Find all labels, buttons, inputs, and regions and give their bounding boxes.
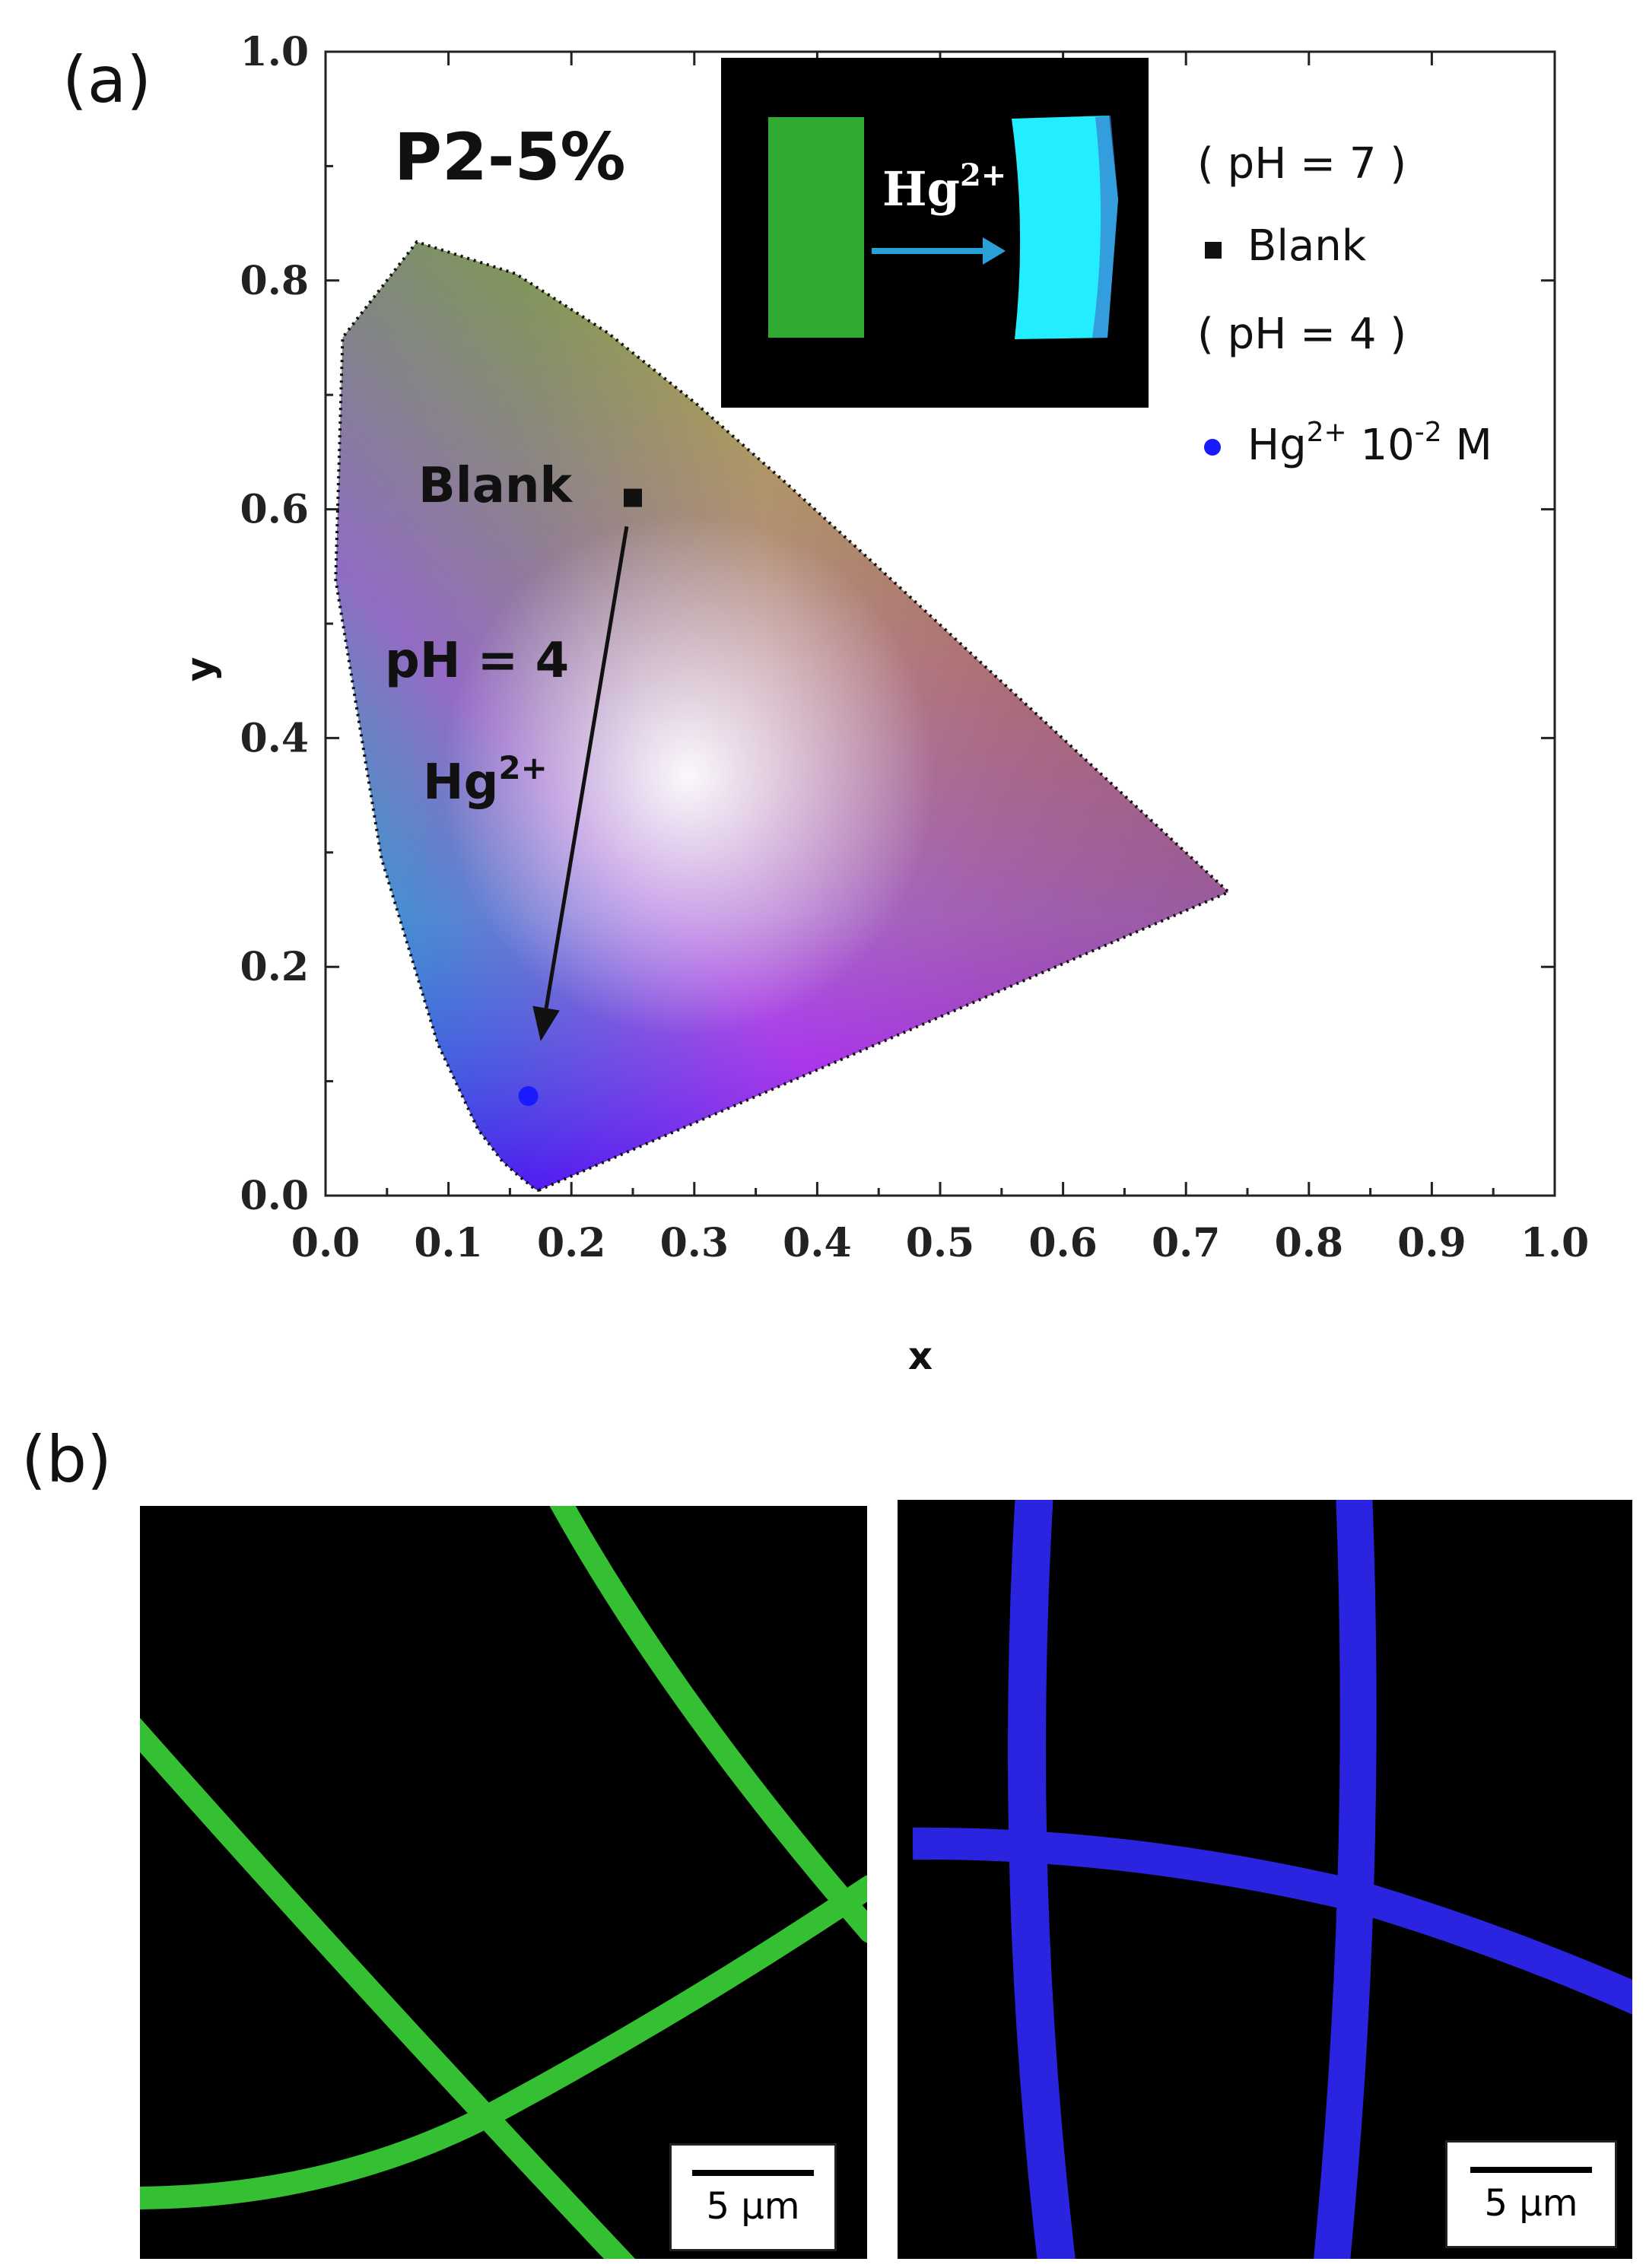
legend: ( pH = 7 ) Blank ( pH = 4 ) Hg2+ 10-2 M xyxy=(1197,139,1492,470)
trend-arrowhead xyxy=(532,1005,560,1041)
inset-after-sample xyxy=(1012,116,1118,339)
annotation-hg-base: Hg xyxy=(423,754,498,811)
inset-arrowhead xyxy=(983,237,1006,265)
annotation-blank: Blank xyxy=(418,458,573,514)
x-tick-label: 0.8 xyxy=(1275,1220,1343,1266)
data-point-square xyxy=(624,488,642,507)
micrograph-blue: 5 μm xyxy=(898,1500,1632,2259)
legend-hg: Hg2+ 10-2 M xyxy=(1247,417,1492,470)
inset-before-sample xyxy=(768,117,864,338)
scale-bar-blue: 5 μm xyxy=(1445,2140,1617,2248)
y-tick-label: 0.2 xyxy=(240,944,309,990)
scale-bar-label: 5 μm xyxy=(706,2185,800,2228)
x-axis-label: x xyxy=(908,1334,933,1378)
legend-hg-tail: M xyxy=(1442,421,1492,470)
x-tick-label: 0.4 xyxy=(783,1220,851,1266)
y-tick-label: 1.0 xyxy=(240,29,309,75)
inset-label-sup: 2+ xyxy=(960,157,1006,193)
legend-hg-sup1: 2+ xyxy=(1307,417,1347,448)
y-tick-label: 0.6 xyxy=(240,487,309,533)
inset-label: Hg2+ xyxy=(882,157,1006,217)
annotation-ph: pH = 4 xyxy=(385,633,569,689)
scale-bar-label: 5 μm xyxy=(1484,2182,1578,2225)
spectral-locus xyxy=(334,240,1231,1192)
x-tick-label: 1.0 xyxy=(1520,1220,1589,1266)
annotation-hg-sup: 2+ xyxy=(498,749,547,786)
legend-ph4: ( pH = 4 ) xyxy=(1197,310,1406,359)
legend-hg-marker xyxy=(1204,439,1221,456)
y-tick-label: 0.4 xyxy=(240,715,309,761)
panel-label-b: (b) xyxy=(21,1422,112,1497)
axis-ticks: 0.0 0.1 0.2 0.3 0.4 0.5 0.6 0.7 0.8 0.9 1.0 0.0 0.2 0… xyxy=(240,29,1590,1266)
legend-hg-base: Hg xyxy=(1247,421,1307,470)
legend-ph7: ( pH = 7 ) xyxy=(1197,139,1406,189)
legend-hg-sup2: -2 xyxy=(1415,417,1442,448)
x-tick-label: 0.7 xyxy=(1152,1220,1220,1266)
data-points xyxy=(518,488,642,1107)
panel-label-a: (a) xyxy=(62,43,152,117)
chart-title: P2-5% xyxy=(394,119,626,195)
legend-blank: Blank xyxy=(1247,221,1367,271)
y-tick-label: 0.8 xyxy=(240,258,309,304)
scale-bar-line xyxy=(692,2170,814,2176)
inset-photo: Hg2+ xyxy=(721,58,1149,408)
scale-bar-green: 5 μm xyxy=(669,2143,837,2251)
legend-hg-mid: 10 xyxy=(1347,421,1415,470)
blue-fibers xyxy=(912,1500,1632,2259)
y-tick-label: 0.0 xyxy=(240,1173,309,1219)
x-tick-label: 0.9 xyxy=(1397,1220,1466,1266)
legend-blank-marker xyxy=(1205,242,1222,259)
x-tick-label: 0.5 xyxy=(906,1220,974,1266)
x-tick-label: 0.0 xyxy=(291,1220,360,1266)
y-axis-label: y xyxy=(178,657,222,682)
cie-chart: 0.0 0.1 0.2 0.3 0.4 0.5 0.6 0.7 0.8 0.9 1.0 0.0 0.2 0… xyxy=(178,29,1590,1378)
scale-bar-line xyxy=(1470,2167,1592,2173)
x-tick-label: 0.6 xyxy=(1028,1220,1097,1266)
x-tick-label: 0.3 xyxy=(660,1220,729,1266)
inset-label-base: Hg xyxy=(882,161,960,217)
trend-arrow xyxy=(544,526,629,1009)
x-tick-label: 0.1 xyxy=(414,1220,482,1266)
annotation-hg: Hg2+ xyxy=(423,749,548,811)
data-point-circle xyxy=(518,1086,539,1107)
green-fibers xyxy=(140,1506,867,2259)
micrograph-green: 5 μm xyxy=(140,1506,867,2259)
x-tick-label: 0.2 xyxy=(537,1220,605,1266)
